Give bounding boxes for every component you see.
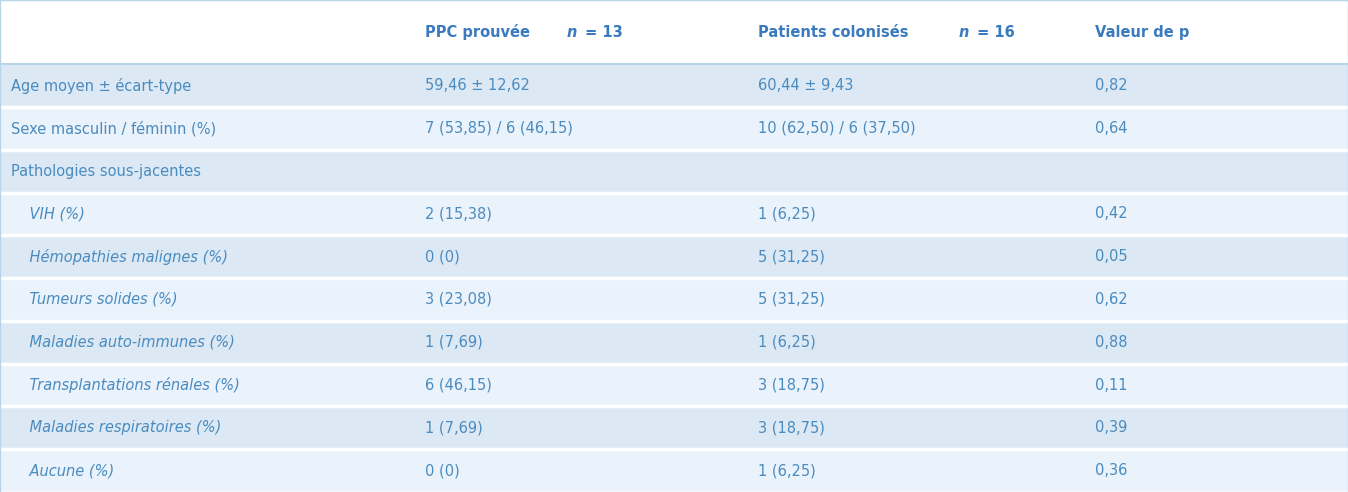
- Bar: [0, 150, 1348, 192]
- Text: 7 (53,85) / 6 (46,15): 7 (53,85) / 6 (46,15): [425, 121, 573, 136]
- Text: 6 (46,15): 6 (46,15): [425, 377, 492, 393]
- Text: 1 (6,25): 1 (6,25): [758, 207, 816, 221]
- Text: Patients colonisés: Patients colonisés: [758, 25, 913, 39]
- Text: Valeur de p: Valeur de p: [1095, 25, 1189, 39]
- Text: 0 (0): 0 (0): [425, 249, 460, 264]
- Text: 60,44 ± 9,43: 60,44 ± 9,43: [758, 78, 853, 93]
- Text: 5 (31,25): 5 (31,25): [758, 249, 825, 264]
- Text: Maladies auto-immunes (%): Maladies auto-immunes (%): [11, 335, 235, 350]
- Text: 0,39: 0,39: [1095, 420, 1127, 435]
- Bar: [0, 192, 1348, 235]
- Bar: [0, 278, 1348, 321]
- Text: 0,82: 0,82: [1095, 78, 1127, 93]
- Text: Age moyen ± écart-type: Age moyen ± écart-type: [11, 78, 191, 93]
- Text: 0,42: 0,42: [1095, 207, 1127, 221]
- Text: 0,11: 0,11: [1095, 377, 1127, 393]
- Text: 59,46 ± 12,62: 59,46 ± 12,62: [425, 78, 530, 93]
- Text: 0,62: 0,62: [1095, 292, 1127, 307]
- Bar: [0, 364, 1348, 406]
- Text: Hémopathies malignes (%): Hémopathies malignes (%): [11, 248, 228, 265]
- Bar: [0, 0, 1348, 64]
- Text: n: n: [566, 25, 577, 39]
- Text: = 16: = 16: [972, 25, 1015, 39]
- Text: VIH (%): VIH (%): [11, 207, 85, 221]
- Text: 3 (18,75): 3 (18,75): [758, 420, 825, 435]
- Text: PPC prouvée: PPC prouvée: [425, 24, 535, 40]
- Text: 2 (15,38): 2 (15,38): [425, 207, 492, 221]
- Text: 1 (7,69): 1 (7,69): [425, 335, 483, 350]
- Text: Transplantations rénales (%): Transplantations rénales (%): [11, 377, 240, 393]
- Text: 0,05: 0,05: [1095, 249, 1127, 264]
- Text: = 13: = 13: [580, 25, 623, 39]
- Text: Tumeurs solides (%): Tumeurs solides (%): [11, 292, 178, 307]
- Text: 5 (31,25): 5 (31,25): [758, 292, 825, 307]
- Text: 3 (18,75): 3 (18,75): [758, 377, 825, 393]
- Text: 0,64: 0,64: [1095, 121, 1127, 136]
- Text: 0,36: 0,36: [1095, 463, 1127, 478]
- Bar: [0, 64, 1348, 107]
- Text: 3 (23,08): 3 (23,08): [425, 292, 492, 307]
- Text: Sexe masculin / féminin (%): Sexe masculin / féminin (%): [11, 121, 216, 136]
- Bar: [0, 321, 1348, 364]
- Text: 1 (6,25): 1 (6,25): [758, 463, 816, 478]
- Text: Aucune (%): Aucune (%): [11, 463, 115, 478]
- Bar: [0, 406, 1348, 449]
- Text: Pathologies sous-jacentes: Pathologies sous-jacentes: [11, 164, 201, 179]
- Bar: [0, 235, 1348, 278]
- Bar: [0, 107, 1348, 150]
- Text: 0,88: 0,88: [1095, 335, 1127, 350]
- Text: n: n: [958, 25, 969, 39]
- Text: 1 (7,69): 1 (7,69): [425, 420, 483, 435]
- Text: 1 (6,25): 1 (6,25): [758, 335, 816, 350]
- Text: 10 (62,50) / 6 (37,50): 10 (62,50) / 6 (37,50): [758, 121, 915, 136]
- Bar: [0, 449, 1348, 492]
- Text: Maladies respiratoires (%): Maladies respiratoires (%): [11, 420, 221, 435]
- Text: 0 (0): 0 (0): [425, 463, 460, 478]
